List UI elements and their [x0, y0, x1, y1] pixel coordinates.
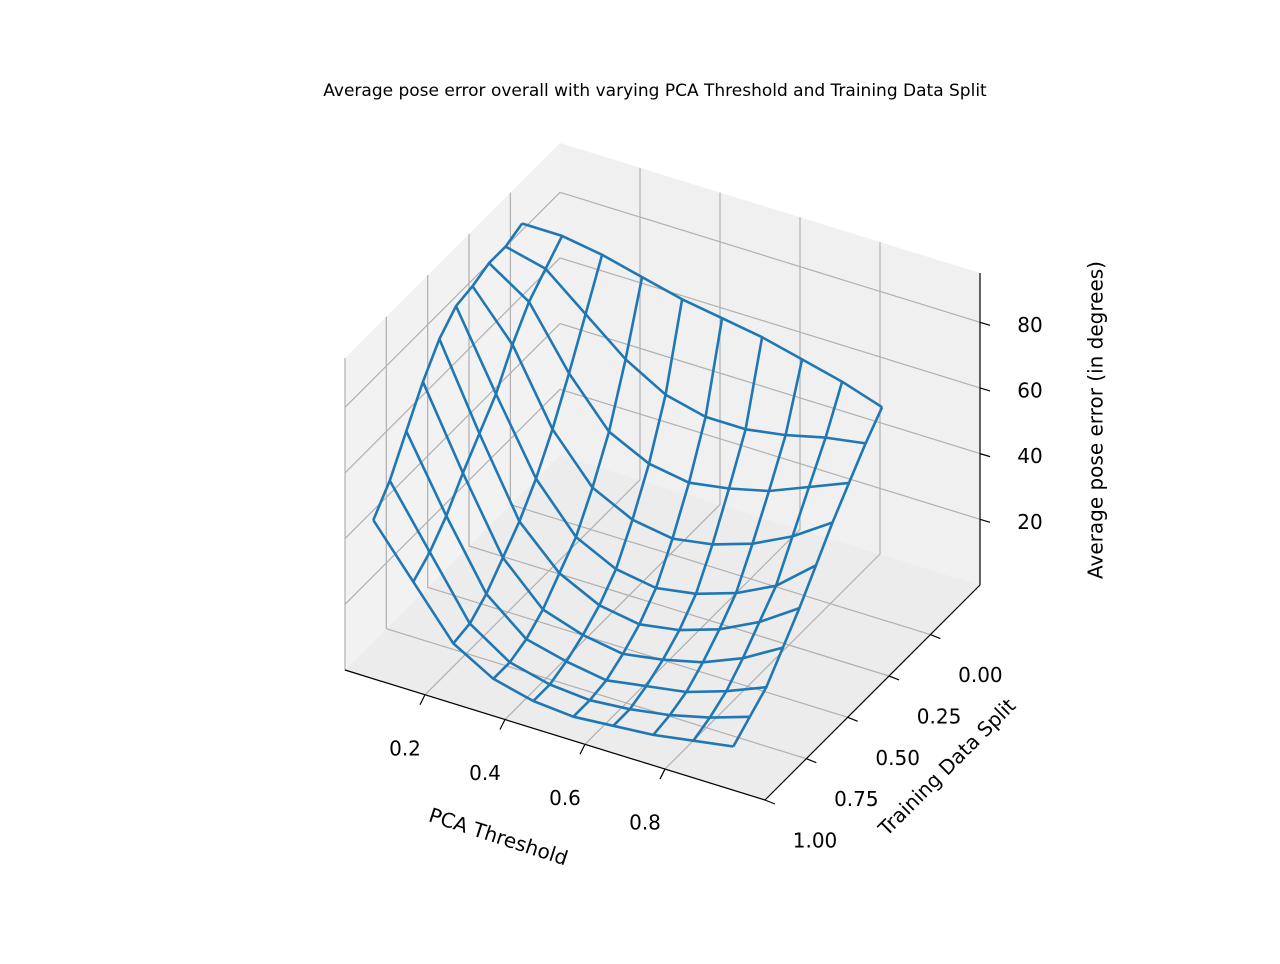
wire-column: [572, 317, 724, 718]
grid-line: [584, 217, 801, 745]
wire-row: [488, 262, 850, 493]
x-tick: [419, 694, 426, 706]
z-tick-label: 80: [1017, 313, 1042, 337]
wire-row: [471, 285, 833, 546]
left-panel: [345, 143, 560, 670]
wire-row: [504, 245, 866, 445]
x-tick: [659, 768, 666, 780]
y-tick: [847, 716, 858, 722]
y-tick-label: 0.00: [958, 663, 1003, 687]
wire-column: [452, 254, 604, 645]
y-tick: [806, 758, 817, 764]
z-tick-label: 40: [1017, 444, 1042, 468]
z-tick-label: 60: [1017, 378, 1042, 402]
wire-column: [532, 299, 684, 702]
grid-line: [344, 191, 981, 408]
y-tick: [764, 799, 776, 805]
y-tick-label: 0.50: [875, 746, 920, 770]
wire-row: [521, 222, 883, 409]
wire-row: [405, 430, 767, 694]
wire-row: [454, 305, 817, 596]
wire-column: [732, 406, 884, 748]
wire-column: [612, 336, 764, 727]
wire-row: [421, 381, 784, 664]
x-axis: [344, 669, 766, 801]
wire-column: [412, 235, 564, 583]
wire-column: [692, 381, 844, 742]
y-axis: [764, 584, 981, 801]
chart-title: Average pose error overall with varying …: [323, 81, 987, 101]
x-axis-label: PCA Threshold: [426, 803, 571, 871]
grid-line: [427, 275, 848, 718]
wire-column: [372, 222, 524, 521]
y-tick-label: 0.75: [834, 787, 879, 811]
z-tick: [979, 321, 991, 326]
grid-line: [468, 234, 890, 677]
y-tick: [930, 634, 941, 640]
wire-row: [388, 479, 750, 719]
grid-line: [664, 242, 881, 770]
y-tick-label: 0.25: [917, 704, 962, 728]
y-tick: [888, 675, 900, 681]
z-tick: [979, 518, 991, 523]
z-tick: [979, 387, 991, 392]
wire-row: [438, 338, 800, 632]
grid-line: [344, 388, 981, 605]
y-tick-label: 1.00: [793, 829, 838, 853]
wire-row: [372, 519, 734, 748]
grid-line: [504, 192, 721, 720]
x-tick: [499, 719, 506, 730]
z-tick-label: 20: [1017, 510, 1042, 534]
back-panel: [560, 143, 980, 585]
z-tick: [979, 453, 991, 458]
grid-line: [424, 167, 641, 696]
wire-column: [492, 276, 644, 680]
z-axis-label: Average pose error (in degrees): [1084, 261, 1108, 579]
grid-line: [344, 322, 981, 540]
x-tick-label: 0.6: [549, 786, 581, 810]
x-tick-label: 0.4: [469, 761, 501, 785]
x-tick-label: 0.2: [389, 736, 421, 760]
x-tick-label: 0.8: [629, 811, 661, 835]
wire-column: [652, 359, 804, 736]
x-tick: [579, 744, 586, 755]
